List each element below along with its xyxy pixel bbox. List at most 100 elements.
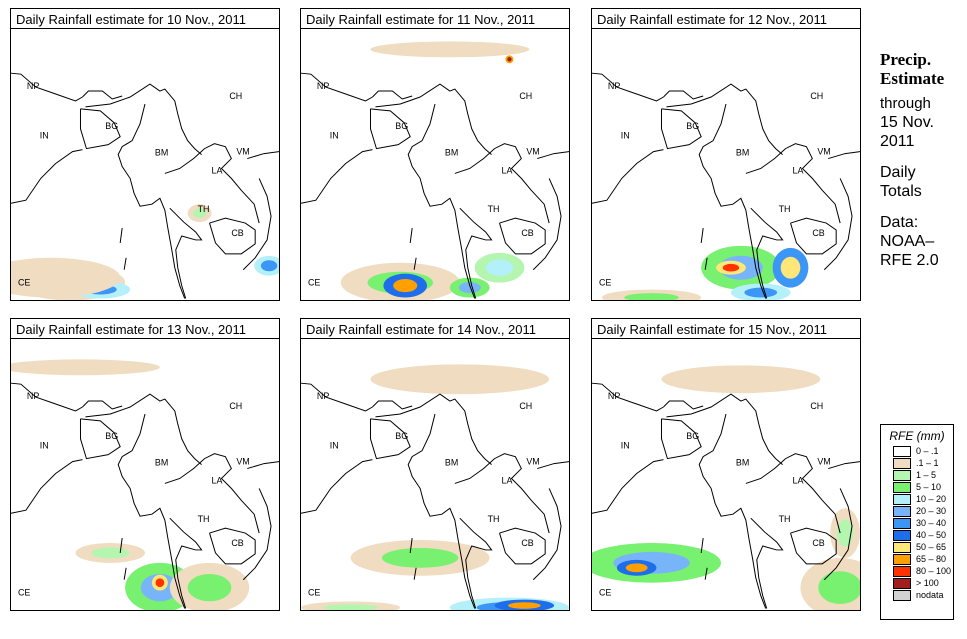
border-line (209, 527, 256, 565)
border-line (375, 393, 492, 465)
panel-title: Daily Rainfall estimate for 13 Nov., 201… (10, 318, 280, 339)
country-label: CB (521, 538, 533, 548)
border-line (532, 178, 562, 271)
border-line (369, 108, 411, 150)
border-line (660, 108, 702, 150)
border-line (592, 149, 664, 204)
country-label: LA (502, 165, 513, 175)
rain-area (410, 371, 509, 388)
rainfall-map: NP IN BG BM CH VM LA TH CB CE (10, 339, 280, 611)
country-label: NP (317, 391, 329, 401)
rain-area (836, 519, 854, 547)
rain-area (260, 260, 278, 272)
country-label: BM (155, 458, 168, 468)
rain-area (458, 282, 481, 294)
border-line (117, 413, 186, 609)
country-label: VM (236, 147, 249, 157)
country-label: CH (519, 91, 532, 101)
border-line (454, 453, 550, 534)
legend: RFE (mm) 0 – .1 .1 – 1 1 – 5 5 – 10 10 – 20 2… (880, 424, 954, 620)
panel-title: Daily Rainfall estimate for 12 Nov., 201… (591, 8, 861, 29)
border-line (79, 418, 121, 460)
border-line (372, 400, 413, 410)
legend-label: 30 – 40 (916, 518, 947, 528)
legend-item: 30 – 40 (893, 517, 953, 529)
country-label: VM (236, 457, 249, 467)
border-line (242, 178, 272, 271)
rain-area (625, 563, 648, 573)
border-line (11, 72, 83, 102)
border-line (698, 103, 767, 299)
rain-area (323, 604, 378, 610)
country-label: TH (488, 514, 500, 524)
country-label: BG (395, 431, 408, 441)
border-line (828, 461, 860, 470)
legend-item: 50 – 65 (893, 541, 953, 553)
border-line (698, 413, 767, 609)
rain-area (393, 279, 418, 293)
legend-swatch (893, 553, 911, 565)
country-label: LA (212, 475, 223, 485)
border-line (409, 227, 413, 243)
legend-swatch (893, 445, 911, 457)
country-label: VM (526, 147, 539, 157)
map-panel: Daily Rainfall estimate for 11 Nov., 201… (300, 8, 570, 301)
legend-item: nodata (893, 589, 953, 601)
country-label: BM (445, 458, 458, 468)
country-label: BM (445, 148, 458, 158)
legend-swatch (893, 577, 911, 589)
rainfall-map: NP IN BG BM CH VM LA TH CB CE (591, 339, 861, 611)
country-label: CB (812, 228, 824, 238)
legend-label: 65 – 80 (916, 554, 947, 564)
country-label: CH (519, 401, 532, 411)
country-label: CH (810, 401, 823, 411)
legend-label: 1 – 5 (916, 470, 937, 480)
border-line (79, 108, 121, 150)
border-line (301, 382, 373, 412)
legend-label: .1 – 1 (916, 458, 939, 468)
border-line (369, 418, 411, 460)
country-label: NP (27, 81, 39, 91)
caption-title: Precip. (880, 50, 932, 69)
country-label: BG (105, 121, 118, 131)
border-line (745, 143, 841, 224)
legend-title: RFE (mm) (889, 429, 945, 443)
country-label: CH (810, 91, 823, 101)
legend-label: 80 – 100 (916, 566, 952, 576)
country-label: CE (18, 278, 30, 288)
country-label: BG (105, 431, 118, 441)
map-panel: Daily Rainfall estimate for 10 Nov., 201… (10, 8, 280, 301)
border-line (828, 151, 860, 160)
country-label: NP (27, 391, 39, 401)
border-line (413, 567, 417, 580)
border-line (592, 382, 664, 412)
legend-label: nodata (916, 590, 944, 600)
country-label: CE (308, 588, 320, 598)
country-label: BG (686, 121, 699, 131)
border-line (663, 400, 704, 410)
border-line (704, 567, 708, 580)
country-label: CE (599, 588, 611, 598)
panel-title: Daily Rainfall estimate for 14 Nov., 201… (300, 318, 570, 339)
country-label: TH (488, 204, 500, 214)
legend-label: 50 – 65 (916, 542, 947, 552)
caption-text: 2011 (880, 133, 915, 150)
rain-area (406, 44, 494, 54)
border-line (11, 149, 83, 204)
border-line (247, 151, 279, 160)
legend-swatch (893, 565, 911, 577)
map-panel: Daily Rainfall estimate for 15 Nov., 201… (591, 318, 861, 611)
rain-area (187, 574, 232, 602)
legend-swatch (893, 457, 911, 469)
legend-label: > 100 (916, 578, 939, 588)
border-line (119, 537, 123, 553)
country-label: TH (198, 204, 210, 214)
country-label: BG (395, 121, 408, 131)
legend-item: 5 – 10 (893, 481, 953, 493)
border-line (301, 149, 373, 204)
country-label: CE (308, 278, 320, 288)
caption-text: Totals (880, 183, 922, 200)
border-line (11, 459, 83, 514)
caption-text: NOAA– (880, 233, 935, 250)
border-line (301, 72, 373, 102)
